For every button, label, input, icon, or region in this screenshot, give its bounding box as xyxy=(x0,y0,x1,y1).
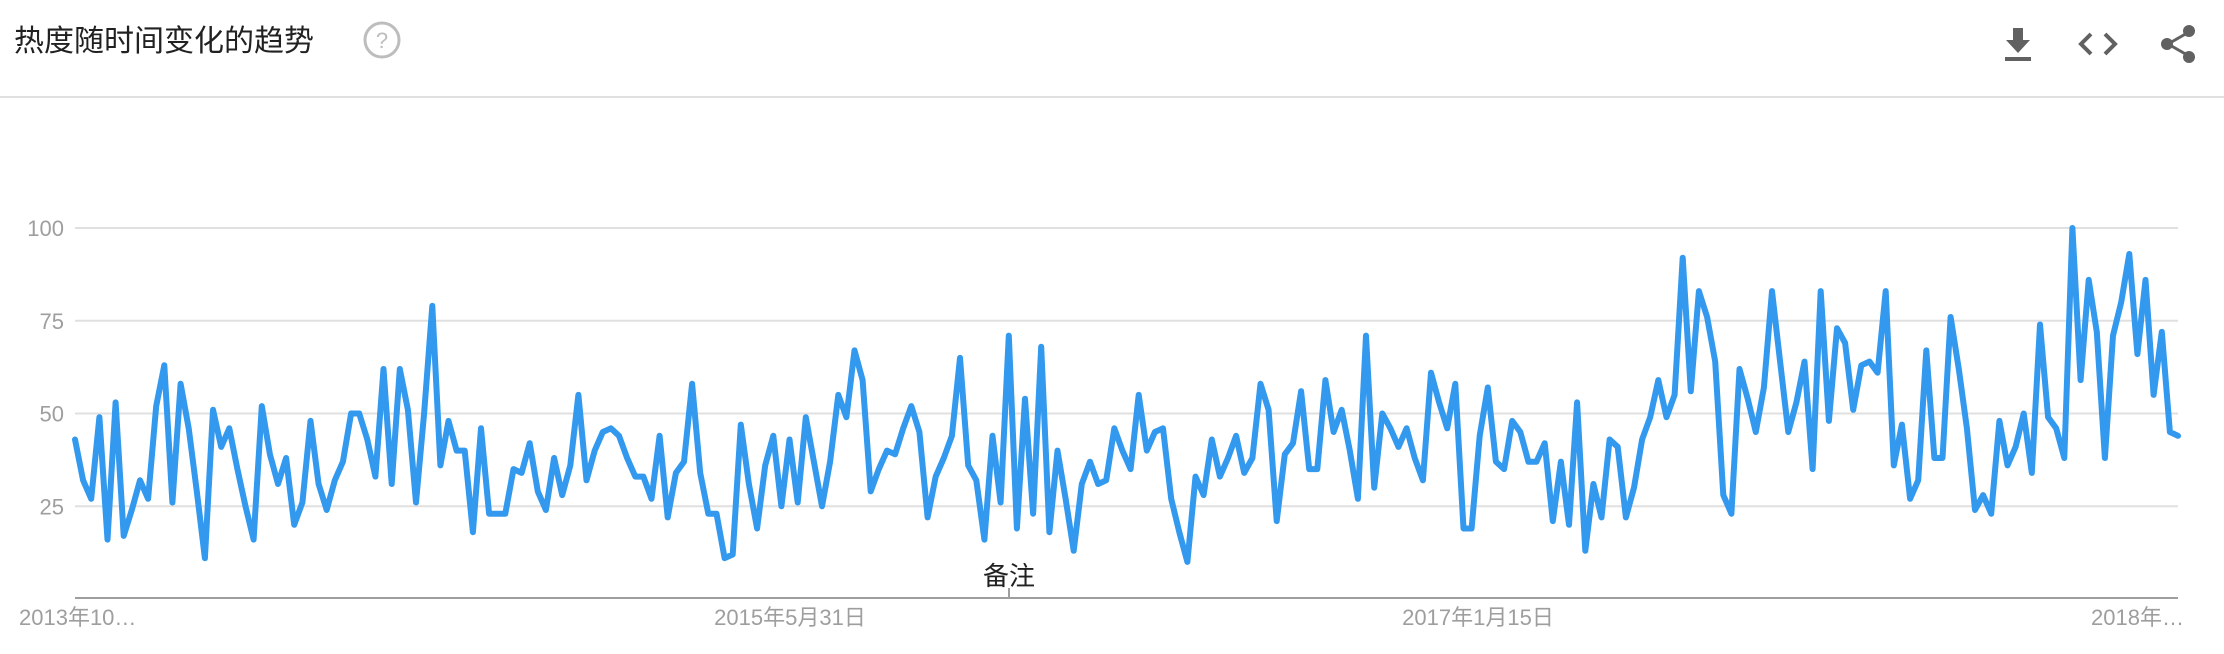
y-tick-label: 25 xyxy=(40,494,64,519)
y-tick-label: 50 xyxy=(40,402,64,427)
svg-text:?: ? xyxy=(376,28,388,53)
chart-header: 热度随时间变化的趋势 ? xyxy=(0,0,2224,98)
share-icon[interactable] xyxy=(2154,20,2202,68)
x-tick-label: 2013年10… xyxy=(19,605,136,630)
series-line xyxy=(72,225,2181,565)
chart-title: 热度随时间变化的趋势 xyxy=(14,24,314,59)
y-tick-label: 75 xyxy=(40,309,64,334)
x-tick-label: 2017年1月15日 xyxy=(1402,605,1554,630)
x-tick-label: 2015年5月31日 xyxy=(714,605,866,630)
code-icon[interactable] xyxy=(2074,20,2122,68)
download-icon[interactable] xyxy=(1994,20,2042,68)
y-tick-label: 100 xyxy=(27,216,64,241)
x-tick-label: 2018年… xyxy=(2091,605,2184,630)
annotation-label: 备注 xyxy=(983,562,1035,592)
trend-chart: 25 50 75 100 2013年10… 2015年5月31日 2017年1月15日 201… xyxy=(19,216,2184,630)
help-circle-icon[interactable]: ? xyxy=(362,20,402,60)
